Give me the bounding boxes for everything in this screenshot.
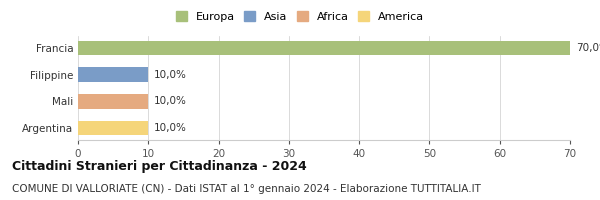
Text: 70,0%: 70,0% [575,43,600,53]
Bar [78,94,148,109]
Text: Cittadini Stranieri per Cittadinanza - 2024: Cittadini Stranieri per Cittadinanza - 2… [12,160,307,173]
Text: 10,0%: 10,0% [154,70,187,80]
Text: COMUNE DI VALLORIATE (CN) - Dati ISTAT al 1° gennaio 2024 - Elaborazione TUTTITA: COMUNE DI VALLORIATE (CN) - Dati ISTAT a… [12,184,481,194]
Bar [78,67,148,82]
Text: 10,0%: 10,0% [154,96,187,106]
Bar [78,41,570,55]
Text: 10,0%: 10,0% [154,123,187,133]
Bar [78,121,148,135]
Legend: Europa, Asia, Africa, America: Europa, Asia, Africa, America [173,8,427,25]
